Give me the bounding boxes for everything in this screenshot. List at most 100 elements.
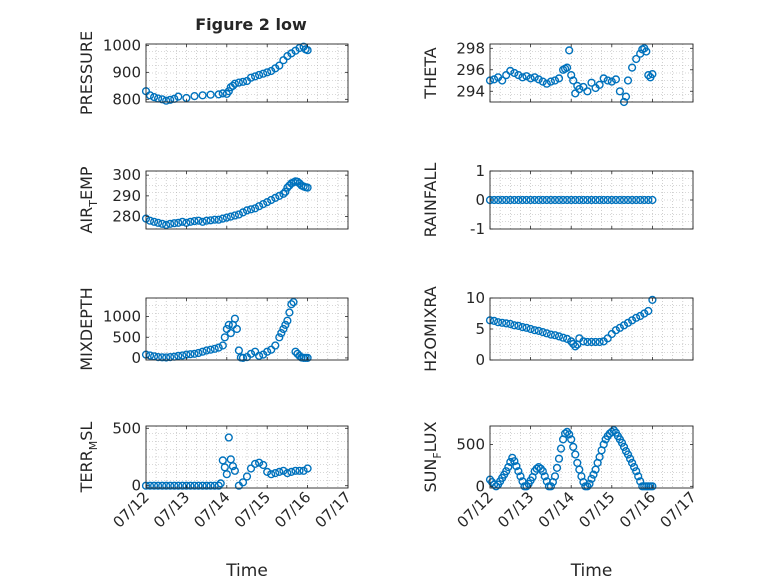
data-point [567,70,576,80]
data-point [538,467,547,476]
data-point [285,308,294,317]
data-point [534,463,543,472]
data-point [263,347,272,356]
data-point [494,318,503,327]
data-point [554,332,564,341]
data-point [202,216,211,225]
data-point [546,482,556,491]
data-point [627,63,637,72]
data-point [263,198,272,207]
data-point [275,61,284,70]
data-point [538,195,547,205]
y-tick-label: 0 [475,477,485,495]
y-tick-label: 296 [456,61,485,79]
y-tick-label: -1 [470,220,485,238]
data-point [518,323,527,332]
data-point [162,96,171,105]
data-point [234,78,244,87]
data-point [275,191,284,201]
data-point [619,195,629,205]
data-point [222,470,231,479]
data-point [259,460,268,470]
data-point [226,329,235,338]
data-point [611,195,621,205]
data-point [275,467,284,477]
y-axis-label: THETA [421,47,440,99]
axes-box [145,43,349,103]
data-point [224,433,233,442]
data-point [603,76,612,85]
data-point [154,353,163,362]
data-point [186,217,195,226]
data-point [259,69,268,78]
data-point [162,353,171,362]
data-point [145,91,155,100]
data-point [569,76,578,85]
data-point [552,463,562,473]
data-point [194,348,203,358]
data-point [522,195,531,205]
data-point [170,219,179,228]
data-point [587,195,596,205]
data-point [550,472,560,481]
data-point [518,73,527,82]
data-point [579,337,588,346]
data-point [636,477,645,486]
data-point [603,195,612,205]
y-tick-label: 0 [131,477,141,495]
data-point [174,481,183,490]
data-point [210,344,219,353]
data-point [589,470,598,479]
data-point [242,472,252,481]
x-axis-label: Time [570,561,613,581]
data-point [299,466,308,475]
data-point [599,195,608,205]
y-tick-label: 300 [112,166,141,184]
data-point [162,481,171,490]
y-tick-label: 5 [475,320,485,338]
data-point [575,84,584,94]
y-tick-label: 0 [475,351,485,369]
data-point [238,353,248,363]
data-point [607,77,616,86]
data-point [194,216,203,225]
data-point [271,469,280,478]
data-point [546,195,556,205]
data-point [611,75,621,84]
data-point [579,82,588,92]
data-point [636,195,645,205]
data-point [510,68,519,78]
data-point [224,87,233,96]
data-point [534,75,543,84]
data-point [214,90,223,99]
data-point [275,333,284,342]
data-point [644,70,653,80]
data-point [214,215,223,224]
data-point [579,195,588,205]
data-point [283,316,292,325]
data-point [291,466,300,475]
data-point [510,457,519,466]
data-point [514,195,523,205]
data-point [560,429,570,438]
y-axis-label: MIXDEPTH [77,287,96,370]
panel-mixdepth: 0 500 1000 MIXDEPTH [77,287,349,371]
data-point [214,343,223,352]
data-point [530,73,539,82]
data-point [530,195,539,205]
data-point [562,195,572,205]
axes-box [145,425,349,489]
data-point [206,90,215,99]
data-point [145,351,155,360]
data-point [255,458,264,467]
data-point [170,481,179,490]
data-point [178,351,187,360]
data-point [246,73,256,82]
y-tick-label: 800 [112,90,141,108]
data-point [595,195,604,205]
data-point [255,202,264,211]
data-point [632,54,641,64]
data-point [238,208,248,217]
data-point [226,212,235,221]
